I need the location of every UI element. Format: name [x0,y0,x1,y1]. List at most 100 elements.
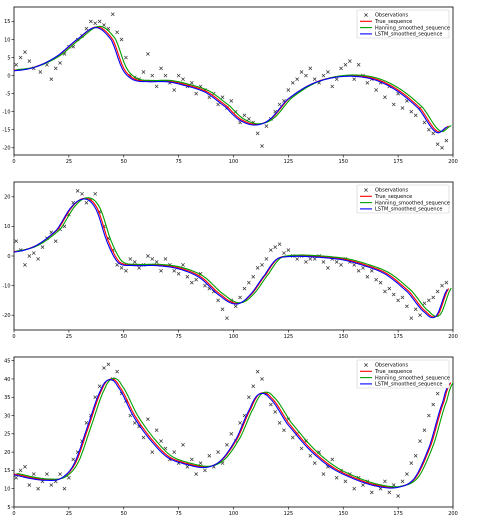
observation-point [378,280,383,285]
observation-point [176,73,181,78]
observation-point [119,37,124,42]
observation-point [80,191,84,196]
observation-point [84,26,89,31]
observation-point [383,289,387,294]
observation-point [365,80,370,85]
observation-point [45,472,49,476]
legend: ObservationsTrue_sequenceHanning_smoothe… [356,359,450,389]
observation-point [238,421,242,425]
observation-point [343,62,348,67]
observation-point [189,457,194,462]
y-tick-label: 30 [4,413,10,419]
observation-point [290,435,295,440]
y-tick-label: 10 [4,224,10,230]
observation-point [427,413,431,418]
observation-point [194,277,199,282]
observation-point [154,428,159,433]
x-tick-label: 125 [284,159,294,165]
series-lstm-smoothed [14,379,450,489]
x-tick-label: 175 [393,159,403,165]
observation-point [115,369,120,374]
series-hanning-smoothed [16,377,453,488]
observation-point [400,106,405,110]
legend-marker-observations [364,363,368,367]
observation-point [418,313,422,318]
observation-point [194,472,199,476]
x-tick-label: 200 [448,511,458,517]
observation-point [58,472,62,476]
observation-point [229,431,234,436]
x-tick-label: 75 [175,511,181,517]
observation-point [23,464,27,469]
observation-point [194,91,199,96]
observation-point [391,292,396,297]
legend-label: True_sequence [374,19,412,25]
observation-point [141,70,146,74]
legend-label: LSTM_smoothed_sequence [375,32,442,38]
observation-point [391,483,396,487]
y-tick-label: -5 [6,91,11,97]
observation-point [383,479,387,484]
observation-point [181,77,185,82]
observation-point [308,453,313,458]
legend-label: Hanning_smoothed_sequence [375,375,450,381]
observation-point [146,52,150,56]
x-tick-label: 75 [175,159,181,165]
series-true-sequence [14,378,452,488]
observation-point [58,61,62,65]
legend-label: True_sequence [374,369,412,375]
observation-point [27,59,32,63]
observation-point [97,384,102,389]
y-tick-label: 20 [4,195,10,201]
observation-point [27,483,32,487]
observation-point [242,286,247,291]
series-hanning-smoothed [16,25,452,133]
observation-point [225,316,229,321]
chart-panel-1: 0 25 50 75 100 125 150 175 200 -20 -15 -10 -5 0 5 10 15 O… [2,6,458,165]
legend: ObservationsTrue_sequenceHanning_smoothe… [356,184,450,214]
observation-point [124,268,128,273]
legend-label: Hanning_smoothed_sequence [375,200,450,206]
observation-point [128,257,133,261]
observation-point [321,260,326,264]
observation-point [185,274,190,279]
observation-point [330,457,335,462]
y-tick-label: 0 [7,73,10,79]
observation-point [159,268,163,273]
observation-point [312,461,317,465]
legend-label: Observations [375,188,408,194]
observation-point [251,384,256,389]
y-tick-label: 20 [4,450,10,456]
observation-point [374,277,379,282]
observation-point [290,80,295,85]
observation-point [409,316,414,321]
observation-point [36,486,40,491]
x-tick-label: 200 [448,334,458,340]
y-tick-label: -20 [2,313,10,319]
observation-point [207,95,212,100]
observation-point [255,369,260,374]
observation-point [352,263,357,267]
x-tick-label: 25 [66,511,72,517]
observation-point [422,120,427,125]
observation-point [75,189,80,193]
observation-point [427,127,431,132]
y-tick-label: 35 [4,395,10,401]
observation-point [422,428,427,433]
chart-panel-2: 0 25 50 75 100 125 150 175 200 -20 -10 0 10 20 Observa… [2,181,458,340]
observation-point [418,439,422,443]
x-tick-label: 25 [66,334,72,340]
observation-point [260,377,264,381]
observation-point [115,263,120,267]
legend-label: Hanning_smoothed_sequence [375,25,450,31]
observation-point [295,257,300,261]
y-tick-label: 5 [7,505,10,511]
observation-point [27,254,32,258]
observation-point [49,77,54,82]
y-tick-label: -15 [2,128,10,134]
observation-point [286,248,291,252]
observation-point [14,475,19,480]
x-tick-label: 75 [175,334,181,340]
y-tick-label: 10 [4,37,10,43]
observation-point [67,475,71,480]
